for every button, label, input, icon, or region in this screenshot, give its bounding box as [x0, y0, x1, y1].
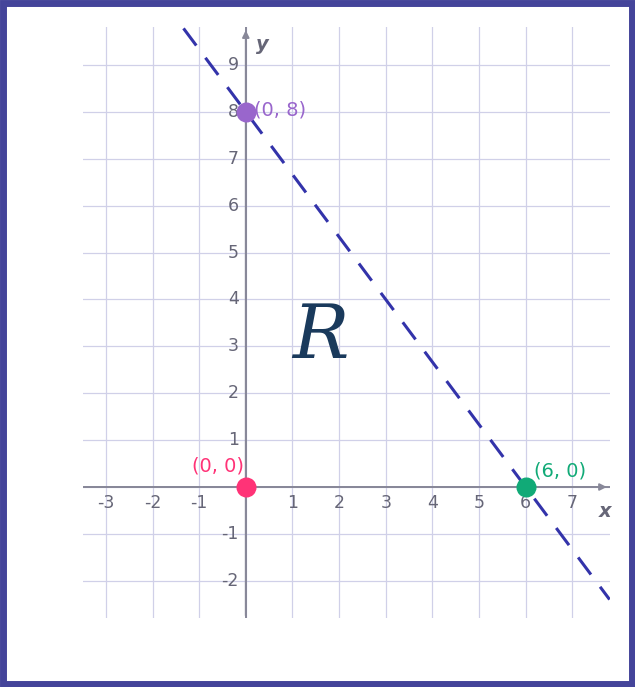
Text: 7: 7 [228, 150, 239, 168]
Text: -1: -1 [190, 494, 208, 512]
Text: 3: 3 [380, 494, 391, 512]
Text: 8: 8 [228, 103, 239, 121]
Text: y: y [256, 34, 269, 54]
Text: 5: 5 [228, 244, 239, 262]
Text: 1: 1 [228, 431, 239, 449]
Point [241, 482, 251, 493]
Text: (0, 0): (0, 0) [192, 456, 244, 475]
Text: 9: 9 [228, 56, 239, 74]
Text: -2: -2 [144, 494, 161, 512]
Text: R: R [292, 301, 349, 373]
Text: 4: 4 [228, 291, 239, 308]
Text: 2: 2 [333, 494, 345, 512]
Text: -1: -1 [222, 525, 239, 543]
Text: -3: -3 [97, 494, 114, 512]
Text: (6, 0): (6, 0) [534, 461, 586, 480]
Text: 6: 6 [520, 494, 531, 512]
Text: 3: 3 [228, 337, 239, 355]
Point [521, 482, 531, 493]
Text: x: x [599, 502, 612, 521]
Text: 1: 1 [287, 494, 298, 512]
Text: (0, 8): (0, 8) [254, 100, 306, 119]
Text: 4: 4 [427, 494, 438, 512]
Point [241, 106, 251, 117]
Text: -2: -2 [222, 572, 239, 589]
Text: 5: 5 [474, 494, 485, 512]
Text: 7: 7 [567, 494, 578, 512]
Text: 6: 6 [228, 196, 239, 214]
Text: 2: 2 [228, 384, 239, 402]
